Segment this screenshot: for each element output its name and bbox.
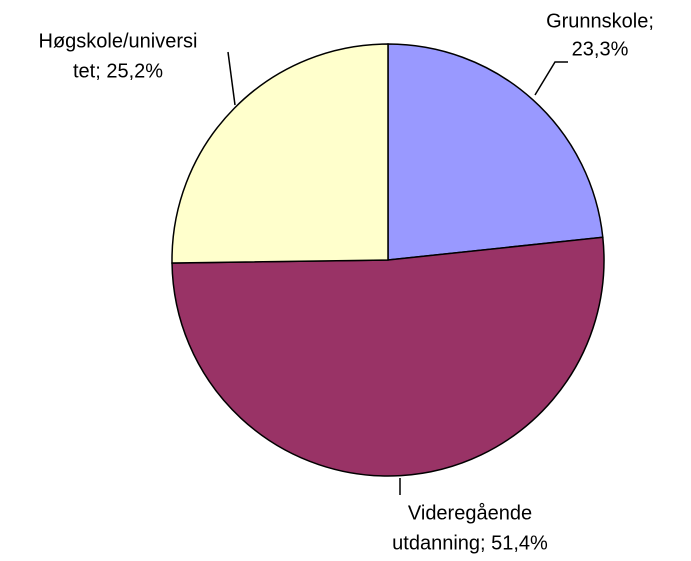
slice-label: tet; 25,2% [73, 60, 163, 82]
slice-label: Videregående [408, 502, 532, 524]
slice-label: Høgskole/universi [39, 30, 198, 52]
leader-line [534, 61, 568, 96]
slice-label: Grunnskole; [546, 10, 654, 32]
slice [387, 43, 604, 261]
slice-label: utdanning; 51,4% [392, 532, 548, 554]
leader-line [227, 51, 236, 106]
slice [171, 43, 389, 264]
slices [171, 43, 605, 477]
slice [171, 236, 605, 477]
leader-lines [227, 51, 568, 495]
slice-label: 23,3% [572, 38, 629, 60]
